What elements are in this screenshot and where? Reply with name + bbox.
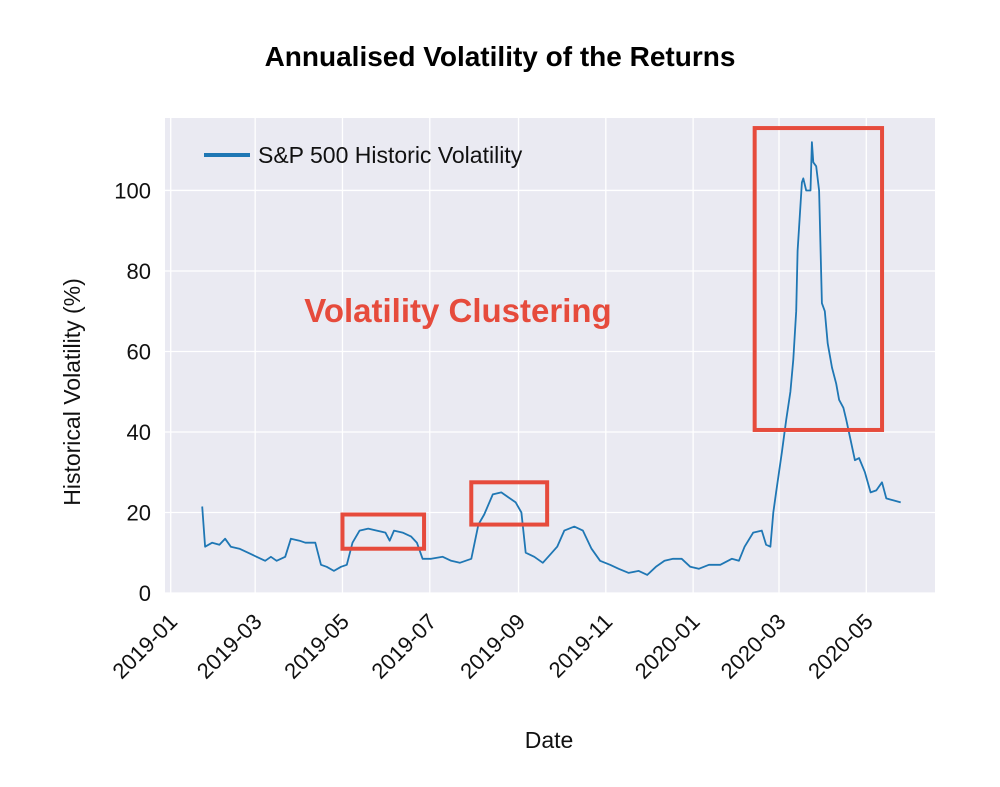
x-tick-label: 2020-01 — [630, 609, 705, 684]
x-tick-label: 2019-05 — [279, 609, 354, 684]
y-tick-label: 40 — [127, 420, 151, 445]
y-tick-label: 20 — [127, 500, 151, 525]
plot-area — [165, 118, 935, 593]
x-tick-label: 2020-03 — [716, 609, 791, 684]
legend-entry: S&P 500 Historic Volatility — [258, 142, 523, 168]
highlight-boxes — [340, 126, 885, 551]
highlight-box — [340, 512, 427, 551]
series-line — [201, 141, 901, 576]
y-tick-label: 80 — [127, 259, 151, 284]
y-tick-label: 0 — [139, 581, 151, 606]
x-tick-label: 2019-07 — [367, 609, 442, 684]
x-tick-label: 2019-01 — [107, 609, 182, 684]
x-tick-label: 2020-05 — [803, 609, 878, 684]
grid-lines — [165, 118, 935, 594]
highlight-box — [469, 480, 550, 527]
chart-title: Annualised Volatility of the Returns — [265, 41, 736, 72]
y-tick-label: 60 — [127, 339, 151, 364]
legend: S&P 500 Historic Volatility — [204, 142, 523, 168]
highlight-box — [752, 126, 885, 432]
x-tick-label: 2019-09 — [455, 609, 530, 684]
y-tick-label: 100 — [114, 178, 151, 203]
x-axis-label: Date — [525, 727, 574, 753]
annotation-volatility-clustering: Volatility Clustering — [304, 292, 611, 329]
x-tick-label: 2019-03 — [192, 609, 267, 684]
series-line-group — [201, 141, 901, 576]
y-axis-label: Historical Volatility (%) — [59, 278, 85, 506]
x-tick-label: 2019-11 — [544, 609, 618, 683]
